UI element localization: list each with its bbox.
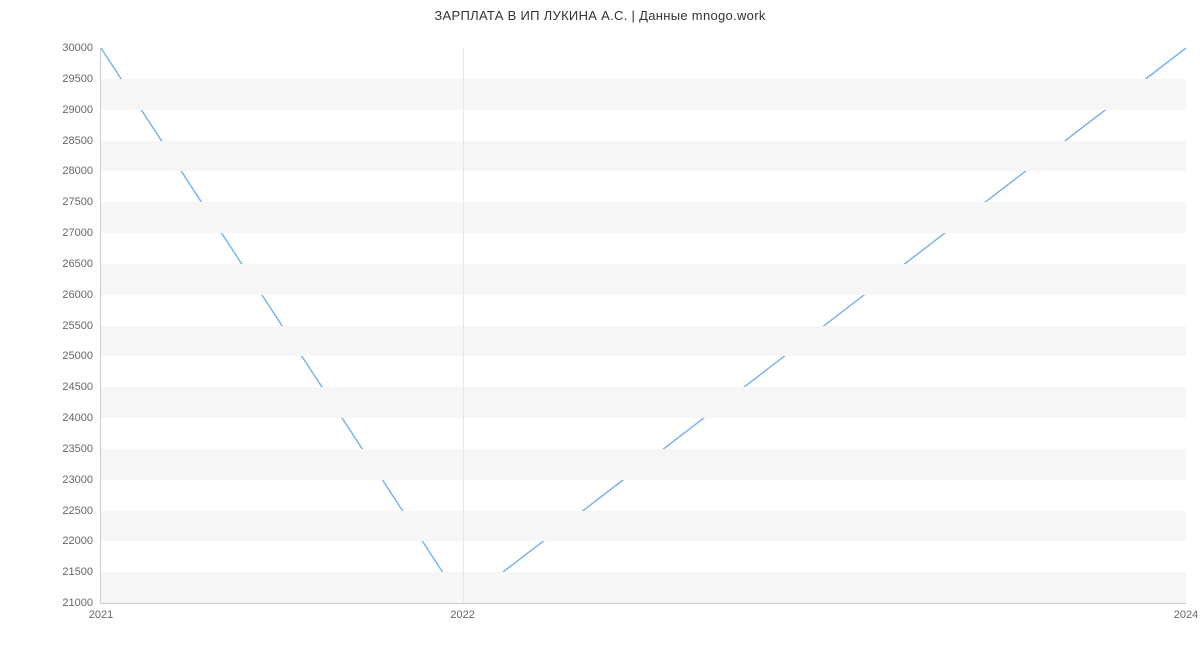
y-tick-label: 23500 xyxy=(62,443,101,455)
grid-band xyxy=(101,326,1186,357)
grid-band xyxy=(101,480,1186,511)
y-tick-label: 22000 xyxy=(62,535,101,547)
y-tick-label: 27000 xyxy=(62,227,101,239)
grid-band xyxy=(101,202,1186,233)
grid-band xyxy=(101,295,1186,326)
chart-container: ЗАРПЛАТА В ИП ЛУКИНА А.С. | Данные mnogo… xyxy=(0,0,1200,650)
y-tick-label: 24000 xyxy=(62,412,101,424)
plot-area: 2100021500220002250023000235002400024500… xyxy=(100,48,1186,604)
x-tick-label: 2024 xyxy=(1174,603,1198,621)
y-tick-label: 26500 xyxy=(62,258,101,270)
grid-band xyxy=(101,418,1186,449)
y-tick-label: 27500 xyxy=(62,196,101,208)
y-tick-label: 29000 xyxy=(62,104,101,116)
grid-band xyxy=(101,141,1186,172)
grid-band xyxy=(101,233,1186,264)
y-tick-label: 28000 xyxy=(62,165,101,177)
grid-band xyxy=(101,48,1186,79)
x-tick-label: 2021 xyxy=(89,603,113,621)
grid-band xyxy=(101,110,1186,141)
grid-band xyxy=(101,541,1186,572)
y-tick-label: 23000 xyxy=(62,474,101,486)
grid-band xyxy=(101,572,1186,603)
y-tick-label: 25500 xyxy=(62,320,101,332)
x-gridline xyxy=(463,48,464,603)
y-tick-label: 24500 xyxy=(62,381,101,393)
y-tick-label: 25000 xyxy=(62,350,101,362)
y-tick-label: 21500 xyxy=(62,566,101,578)
grid-band xyxy=(101,449,1186,480)
y-tick-label: 22500 xyxy=(62,505,101,517)
grid-band xyxy=(101,171,1186,202)
grid-band xyxy=(101,387,1186,418)
grid-band xyxy=(101,79,1186,110)
grid-band xyxy=(101,511,1186,542)
y-tick-label: 26000 xyxy=(62,289,101,301)
grid-band xyxy=(101,264,1186,295)
chart-title: ЗАРПЛАТА В ИП ЛУКИНА А.С. | Данные mnogo… xyxy=(0,8,1200,23)
y-tick-label: 30000 xyxy=(62,42,101,54)
y-tick-label: 29500 xyxy=(62,73,101,85)
x-tick-label: 2022 xyxy=(450,603,474,621)
y-tick-label: 28500 xyxy=(62,135,101,147)
grid-band xyxy=(101,356,1186,387)
